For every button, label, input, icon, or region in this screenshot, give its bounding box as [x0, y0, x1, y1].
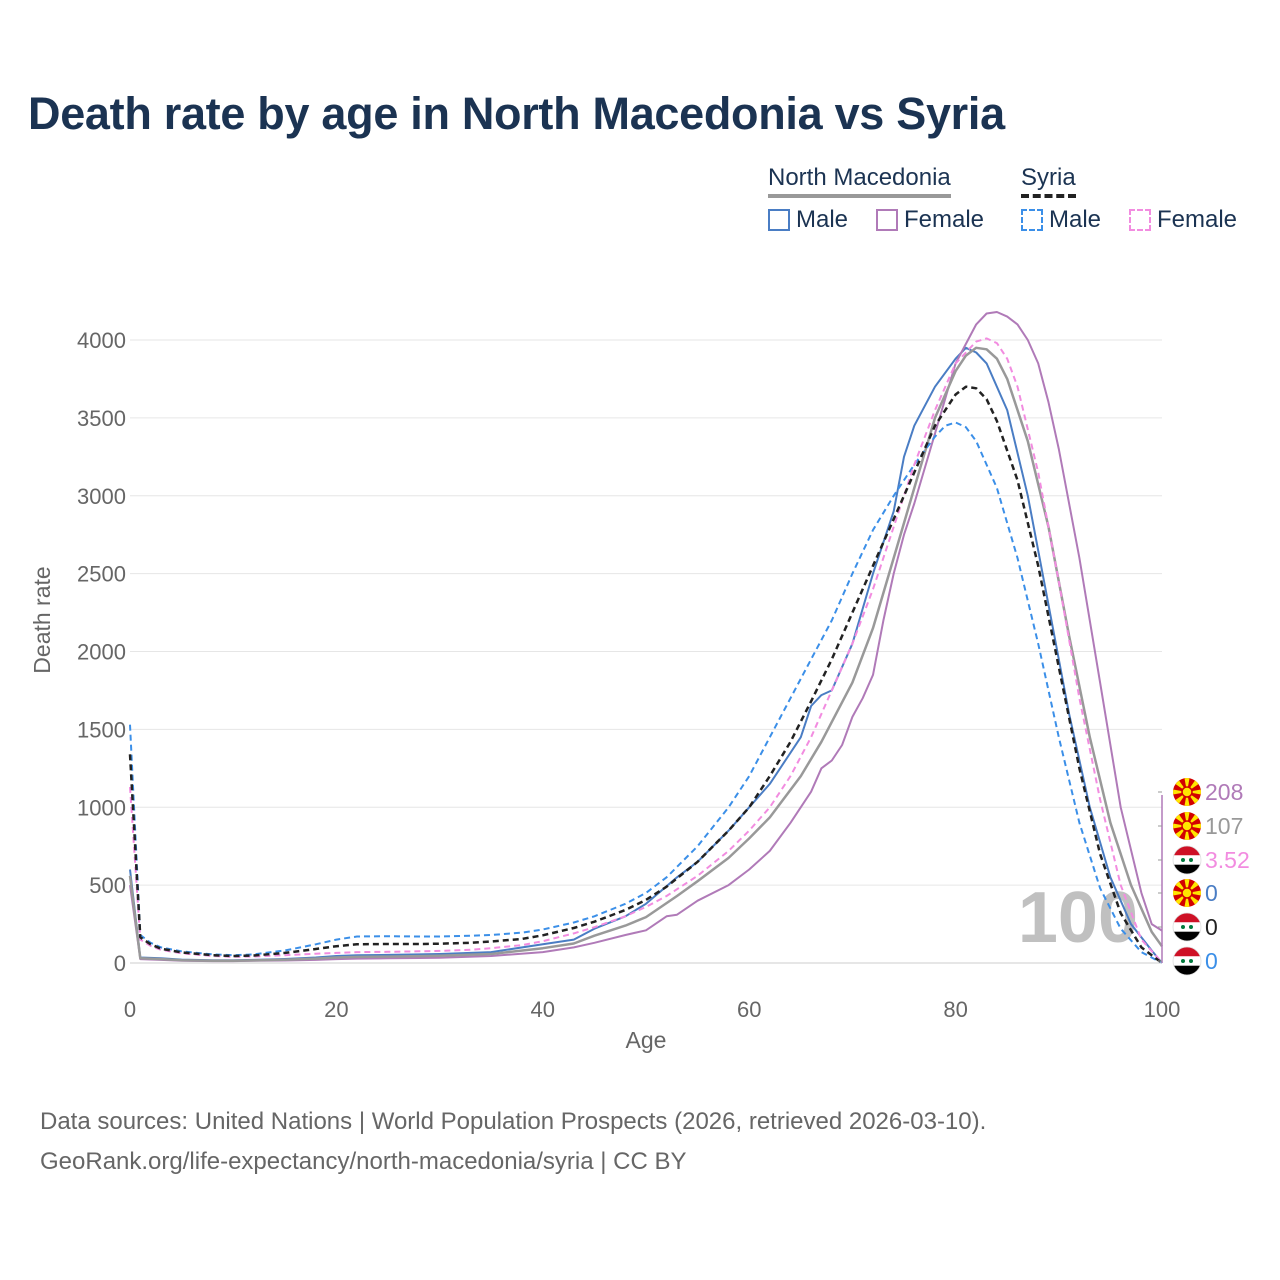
end-label-value: 107	[1205, 813, 1243, 839]
series-line-north-macedonia-total[interactable]	[128, 346, 1164, 962]
end-label-value: 208	[1205, 779, 1243, 805]
series-lines	[128, 311, 1164, 964]
legend-swatch	[768, 209, 790, 231]
y-tick-label: 0	[114, 951, 126, 976]
chart-title: Death rate by age in North Macedonia vs …	[28, 88, 1005, 139]
legend-item-syria-male[interactable]: Male	[1021, 206, 1101, 234]
legend-swatch	[1021, 209, 1043, 231]
x-tick-label: 20	[324, 997, 348, 1022]
x-tick-label: 100	[1144, 997, 1181, 1022]
footer-link[interactable]: GeoRank.org/life-expectancy/north-macedo…	[40, 1148, 687, 1175]
legend-item-nm-male[interactable]: Male	[768, 206, 848, 234]
series-line-syria-total[interactable]	[128, 385, 1163, 964]
legend-label: Female	[904, 206, 985, 233]
x-tick-label: 60	[737, 997, 761, 1022]
end-label-value: 0	[1205, 880, 1218, 906]
y-tick-label: 3500	[77, 406, 126, 431]
legend-label: Male	[796, 206, 849, 233]
axes: 0 500 1000 1500 2000 2500 3000 3500 4000 0 20 40 60 8…	[77, 328, 1180, 1022]
legend-group-label: Syria	[1021, 164, 1076, 198]
legend-label: Male	[1049, 206, 1102, 233]
north-macedonia-flag-icon	[1173, 778, 1201, 806]
legend-swatch	[876, 209, 898, 231]
y-tick-label: 2500	[77, 562, 126, 587]
y-tick-label: 500	[89, 873, 126, 898]
series-line-syria-male[interactable]	[129, 421, 1163, 964]
legend-group-north-macedonia[interactable]: North Macedonia	[768, 164, 951, 198]
end-labels: 208 107 3.52 0 0 0	[1158, 778, 1250, 976]
syria-flag-icon	[1172, 946, 1202, 976]
x-axis-label: Age	[626, 1027, 667, 1053]
x-tick-label: 40	[531, 997, 555, 1022]
y-axis-label: Death rate	[29, 566, 55, 673]
syria-flag-icon	[1172, 845, 1202, 875]
series-line-north-macedonia-female[interactable]	[129, 311, 1163, 963]
y-tick-label: 1000	[77, 795, 126, 820]
grid-lines	[130, 339, 1162, 886]
y-tick-label: 2000	[77, 640, 126, 665]
legend-item-nm-female[interactable]: Female	[876, 206, 984, 234]
y-tick-label: 1500	[77, 717, 126, 742]
end-label-value: 0	[1205, 914, 1218, 940]
syria-flag-icon	[1172, 912, 1202, 942]
legend-label: Female	[1157, 206, 1238, 233]
end-label-value: 0	[1205, 948, 1218, 974]
legend-group-label: North Macedonia	[768, 164, 951, 198]
year-watermark: 100	[1018, 878, 1138, 958]
legend-item-syria-female[interactable]: Female	[1129, 206, 1237, 234]
legend-swatch	[1129, 209, 1151, 231]
end-label-value: 3.52	[1205, 847, 1250, 873]
series-line-syria-female[interactable]	[129, 337, 1163, 964]
y-tick-label: 3000	[77, 484, 126, 509]
x-tick-label: 0	[124, 997, 136, 1022]
north-macedonia-flag-icon	[1173, 812, 1201, 840]
y-tick-label: 4000	[77, 328, 126, 353]
series-line-north-macedonia-male[interactable]	[129, 346, 1163, 964]
legend-group-syria[interactable]: Syria	[1021, 164, 1076, 198]
north-macedonia-flag-icon	[1173, 879, 1201, 907]
footer-sources: Data sources: United Nations | World Pop…	[40, 1108, 987, 1135]
x-tick-label: 80	[943, 997, 967, 1022]
